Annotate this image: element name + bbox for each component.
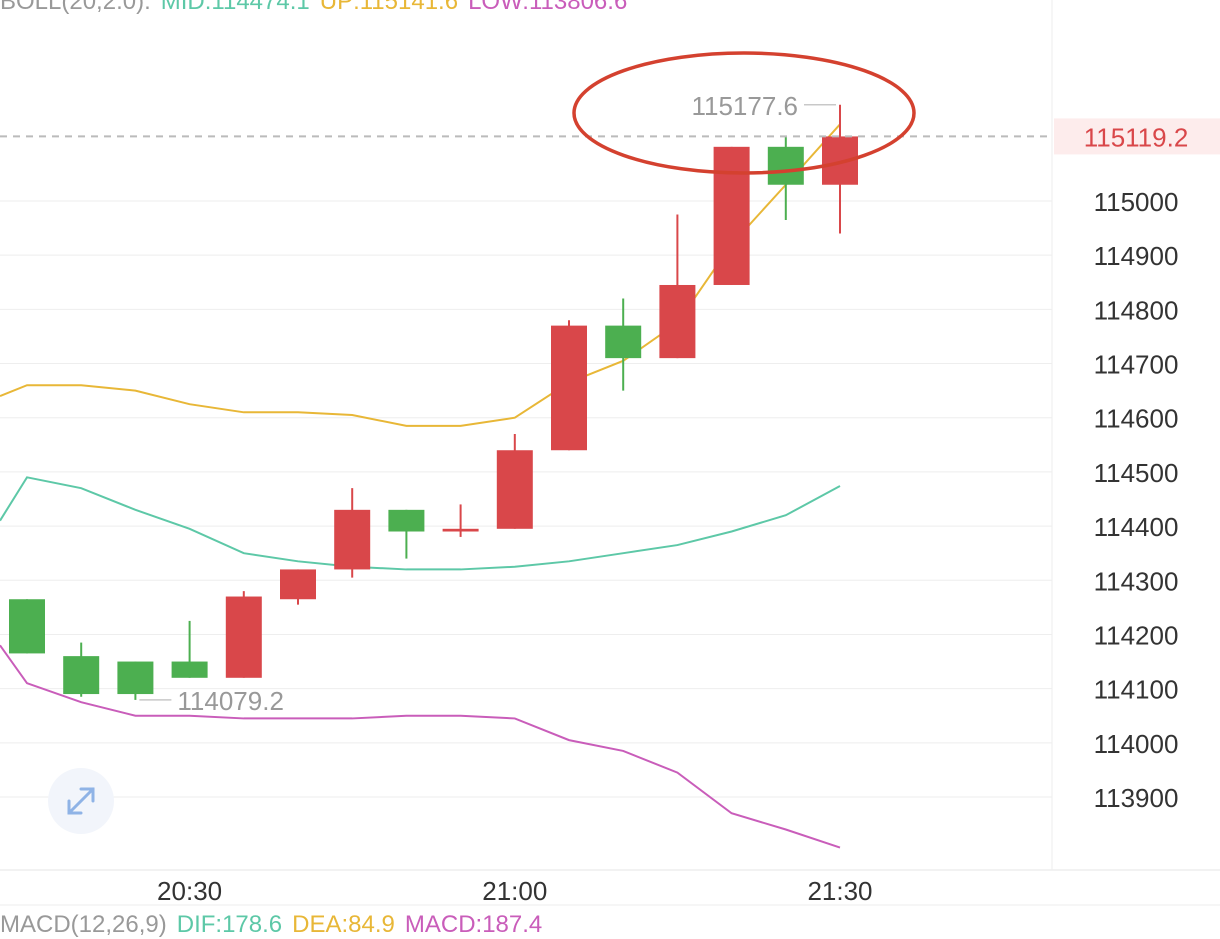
macd-legend-label: MACD(12,26,9) <box>0 911 167 938</box>
macd-legend-macd: MACD:187.4 <box>404 911 543 938</box>
candle-body <box>605 325 642 359</box>
max-price-label: 115177.6 <box>691 91 798 121</box>
candle-body <box>496 450 533 529</box>
candle-body <box>117 661 154 695</box>
y-tick-label: 114800 <box>1094 295 1179 325</box>
candle-body <box>659 284 696 359</box>
min-price-label: 114079.2 <box>177 686 284 716</box>
macd-legend: MACD(12,26,9) DIF:178.6 DEA:84.9 MACD:187.4 <box>0 911 552 939</box>
y-tick-label: 114000 <box>1094 729 1179 759</box>
candle-body <box>171 661 208 678</box>
expand-arrows-icon <box>67 787 95 815</box>
boll-legend-mid: MID:114474.1 <box>160 0 310 15</box>
candle-body <box>280 569 316 600</box>
boll-legend: BOLL(20,2.0): MID:114474.1 UP:115141.6 LOW:… <box>0 0 637 16</box>
candle-body <box>334 509 371 570</box>
macd-legend-dea: DEA:84.9 <box>292 911 395 938</box>
x-tick-label: 21:30 <box>807 876 872 906</box>
y-tick-label: 114100 <box>1094 675 1179 705</box>
x-tick-label: 20:30 <box>157 876 222 906</box>
highlight-ellipse <box>572 51 916 175</box>
boll-lower-line <box>0 644 841 849</box>
y-tick-label: 115000 <box>1094 187 1179 217</box>
candle-body <box>442 528 479 532</box>
y-tick-label: 114200 <box>1094 620 1179 650</box>
candle-body <box>225 596 262 678</box>
y-tick-label: 114900 <box>1094 241 1179 271</box>
macd-legend-dif: DIF:178.6 <box>176 911 283 938</box>
boll-legend-up: UP:115141.6 <box>319 0 459 15</box>
candle-body <box>713 146 750 285</box>
y-tick-label: 114400 <box>1094 512 1179 542</box>
y-tick-label: 114300 <box>1094 566 1179 596</box>
boll-legend-label: BOLL(20,2.0): <box>0 0 151 15</box>
y-tick-label: 114600 <box>1094 404 1179 434</box>
candle-body <box>388 509 425 532</box>
candle-body <box>63 656 100 695</box>
y-tick-label: 114500 <box>1094 458 1179 488</box>
boll-legend-low: LOW:113806.6 <box>468 0 628 15</box>
last-price-label: 115119.2 <box>1084 122 1189 152</box>
x-tick-label: 21:00 <box>482 876 547 906</box>
candle-body <box>551 325 587 451</box>
expand-button[interactable] <box>48 768 114 834</box>
last-price-badge <box>1054 118 1220 155</box>
candle-body <box>767 146 804 185</box>
boll-mid-line <box>0 476 841 571</box>
y-tick-label: 114700 <box>1094 350 1179 380</box>
boll-upper-line <box>0 123 841 427</box>
candle-body <box>9 599 45 654</box>
y-tick-label: 113900 <box>1094 783 1179 813</box>
